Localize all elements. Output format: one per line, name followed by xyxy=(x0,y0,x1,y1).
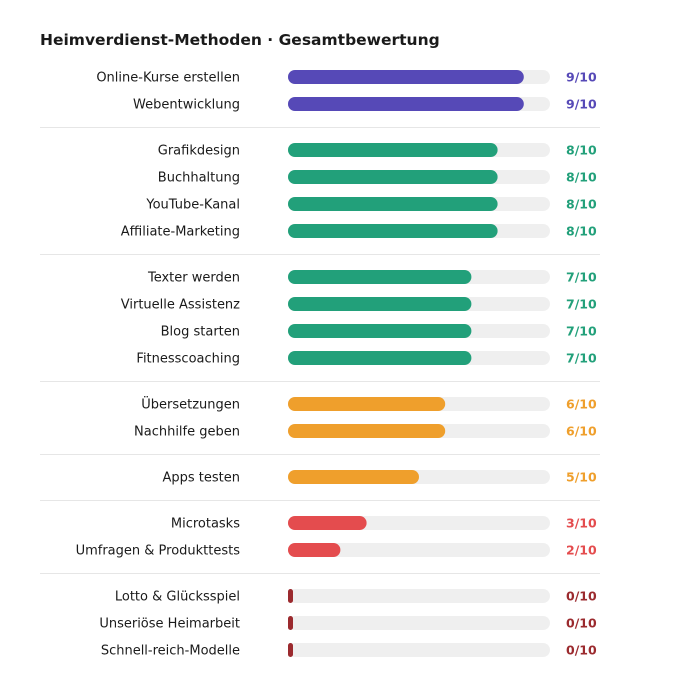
bar xyxy=(288,516,367,530)
category-label: Übersetzungen xyxy=(141,396,240,413)
category-label: Schnell-reich-Modelle xyxy=(101,644,240,659)
bar xyxy=(288,616,293,630)
value-label: 7/10 xyxy=(566,324,597,339)
category-label: Blog starten xyxy=(161,325,240,340)
category-label: Unseriöse Heimarbeit xyxy=(99,617,240,632)
bar xyxy=(288,70,524,84)
bar xyxy=(288,170,498,184)
bar xyxy=(288,324,472,338)
bar xyxy=(288,224,498,238)
bar xyxy=(288,297,472,311)
bar xyxy=(288,143,498,157)
chart-title: Heimverdienst-Methoden · Gesamtbewertung xyxy=(40,31,440,49)
category-label: Nachhilfe geben xyxy=(134,425,240,440)
bar xyxy=(288,470,419,484)
value-label: 0/10 xyxy=(566,616,597,631)
bar xyxy=(288,397,446,411)
value-label: 7/10 xyxy=(566,351,597,366)
bar-track xyxy=(288,643,550,657)
category-label: Microtasks xyxy=(171,517,240,532)
value-label: 6/10 xyxy=(566,397,597,412)
category-label: Apps testen xyxy=(162,471,240,486)
value-label: 8/10 xyxy=(566,143,597,158)
value-label: 2/10 xyxy=(566,543,597,558)
bar xyxy=(288,424,446,438)
bar xyxy=(288,97,524,111)
category-label: Virtuelle Assistenz xyxy=(121,298,240,313)
category-label: YouTube-Kanal xyxy=(145,198,240,213)
bar xyxy=(288,197,498,211)
value-label: 9/10 xyxy=(566,70,597,85)
category-label: Webentwicklung xyxy=(133,98,240,113)
value-label: 9/10 xyxy=(566,97,597,112)
value-label: 7/10 xyxy=(566,270,597,285)
bar-track xyxy=(288,616,550,630)
category-label: Fitnesscoaching xyxy=(136,352,240,367)
bar xyxy=(288,589,293,603)
value-label: 8/10 xyxy=(566,224,597,239)
bar xyxy=(288,643,293,657)
category-label: Texter werden xyxy=(147,271,240,286)
bar xyxy=(288,351,472,365)
category-label: Online-Kurse erstellen xyxy=(96,71,240,86)
value-label: 8/10 xyxy=(566,170,597,185)
value-label: 6/10 xyxy=(566,424,597,439)
value-label: 5/10 xyxy=(566,470,597,485)
category-label: Grafikdesign xyxy=(158,144,240,159)
bar-track xyxy=(288,589,550,603)
category-label: Lotto & Glücksspiel xyxy=(115,590,240,605)
value-label: 3/10 xyxy=(566,516,597,531)
category-label: Umfragen & Produkttests xyxy=(76,544,241,559)
value-label: 0/10 xyxy=(566,643,597,658)
category-label: Buchhaltung xyxy=(158,171,240,186)
bar xyxy=(288,270,472,284)
value-label: 8/10 xyxy=(566,197,597,212)
bar-track xyxy=(288,543,550,557)
category-label: Affiliate-Marketing xyxy=(121,225,240,240)
value-label: 0/10 xyxy=(566,589,597,604)
bar xyxy=(288,543,341,557)
value-label: 7/10 xyxy=(566,297,597,312)
